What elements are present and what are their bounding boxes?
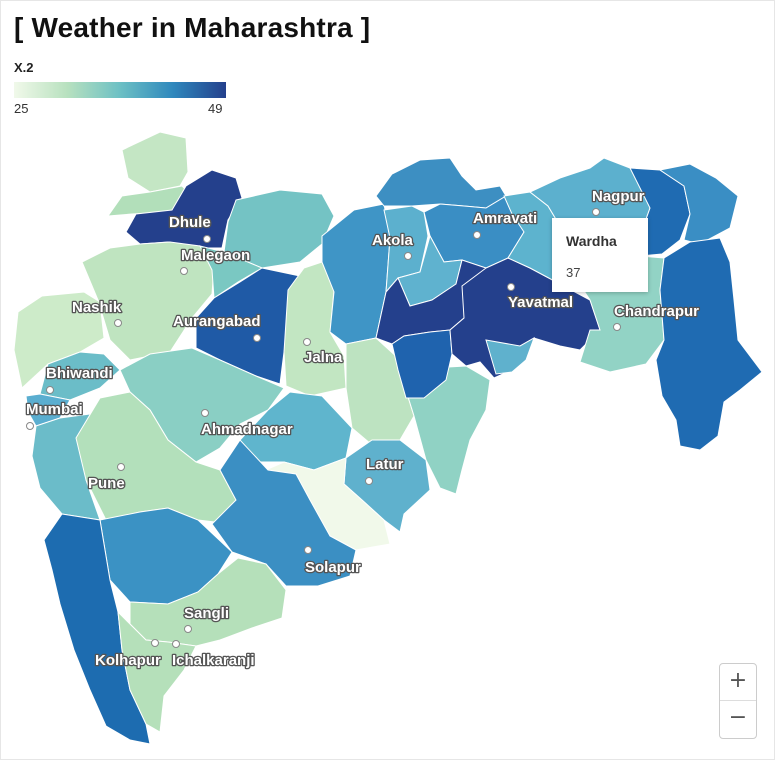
city-label-solapur: Solapur bbox=[305, 559, 361, 576]
city-label-nashik: Nashik bbox=[72, 299, 122, 316]
city-label-ichalkaranji: Ichalkaranji bbox=[172, 652, 255, 669]
district-region[interactable] bbox=[13, 291, 105, 389]
city-marker[interactable] bbox=[114, 319, 122, 327]
city-marker[interactable] bbox=[304, 546, 312, 554]
district-region[interactable] bbox=[391, 329, 453, 399]
city-marker[interactable] bbox=[613, 323, 621, 331]
district-region[interactable] bbox=[485, 336, 535, 375]
district-region-kolhapur[interactable] bbox=[117, 610, 197, 733]
legend-color-bar bbox=[14, 82, 226, 98]
city-marker[interactable] bbox=[592, 208, 600, 216]
city-marker[interactable] bbox=[184, 625, 192, 633]
city-label-nagpur: Nagpur bbox=[592, 188, 645, 205]
city-marker[interactable] bbox=[404, 252, 412, 260]
city-marker[interactable] bbox=[201, 409, 209, 417]
map-tooltip: Wardha 37 bbox=[552, 218, 648, 292]
legend-title: X.2 bbox=[14, 60, 34, 75]
zoom-control: + − bbox=[719, 663, 757, 739]
city-marker[interactable] bbox=[507, 283, 515, 291]
city-marker[interactable] bbox=[365, 477, 373, 485]
city-label-yavatmal: Yavatmal bbox=[508, 294, 573, 311]
district-region-jalna[interactable] bbox=[283, 261, 347, 397]
city-marker[interactable] bbox=[172, 640, 180, 648]
city-label-chandrapur: Chandrapur bbox=[614, 303, 699, 320]
city-label-dhule: Dhule bbox=[169, 214, 211, 231]
district-region[interactable] bbox=[375, 157, 507, 209]
city-label-latur: Latur bbox=[366, 456, 404, 473]
zoom-in-button[interactable]: + bbox=[720, 664, 756, 701]
page-title: [ Weather in Maharashtra ] bbox=[14, 12, 371, 43]
zoom-out-button[interactable]: − bbox=[728, 705, 748, 730]
city-markers bbox=[26, 208, 621, 648]
city-marker[interactable] bbox=[473, 231, 481, 239]
district-region[interactable] bbox=[121, 131, 189, 193]
district-region-solapur[interactable] bbox=[211, 439, 357, 587]
city-label-mumbai: Mumbai bbox=[26, 401, 83, 418]
city-label-akola: Akola bbox=[372, 232, 414, 249]
district-region[interactable] bbox=[223, 189, 335, 269]
city-label-malegaon: Malegaon bbox=[181, 247, 250, 264]
city-label-kolhapur: Kolhapur bbox=[95, 652, 161, 669]
city-marker[interactable] bbox=[46, 386, 54, 394]
city-label-ahmadnagar: Ahmadnagar bbox=[201, 421, 293, 438]
city-label-aurangabad: Aurangabad bbox=[173, 313, 261, 330]
district-region[interactable] bbox=[403, 365, 491, 495]
city-label-jalna: Jalna bbox=[304, 349, 343, 366]
city-label-pune: Pune bbox=[88, 475, 125, 492]
legend-max-value: 49 bbox=[208, 101, 223, 116]
district-region[interactable] bbox=[655, 237, 763, 451]
city-marker[interactable] bbox=[117, 463, 125, 471]
city-marker[interactable] bbox=[180, 267, 188, 275]
city-marker[interactable] bbox=[203, 235, 211, 243]
city-label-amravati: Amravati bbox=[473, 210, 537, 227]
city-label-bhiwandi: Bhiwandi bbox=[46, 365, 113, 382]
city-marker[interactable] bbox=[253, 334, 261, 342]
district-region-malegaon[interactable] bbox=[199, 245, 264, 299]
district-region[interactable] bbox=[658, 163, 739, 245]
city-marker[interactable] bbox=[151, 639, 159, 647]
city-marker[interactable] bbox=[303, 338, 311, 346]
city-marker[interactable] bbox=[26, 422, 34, 430]
city-label-sangli: Sangli bbox=[184, 605, 229, 622]
district-region[interactable] bbox=[43, 513, 151, 745]
legend-min-value: 25 bbox=[14, 101, 29, 116]
tooltip-district-value: 37 bbox=[566, 265, 581, 280]
tooltip-district-name: Wardha bbox=[566, 233, 617, 249]
